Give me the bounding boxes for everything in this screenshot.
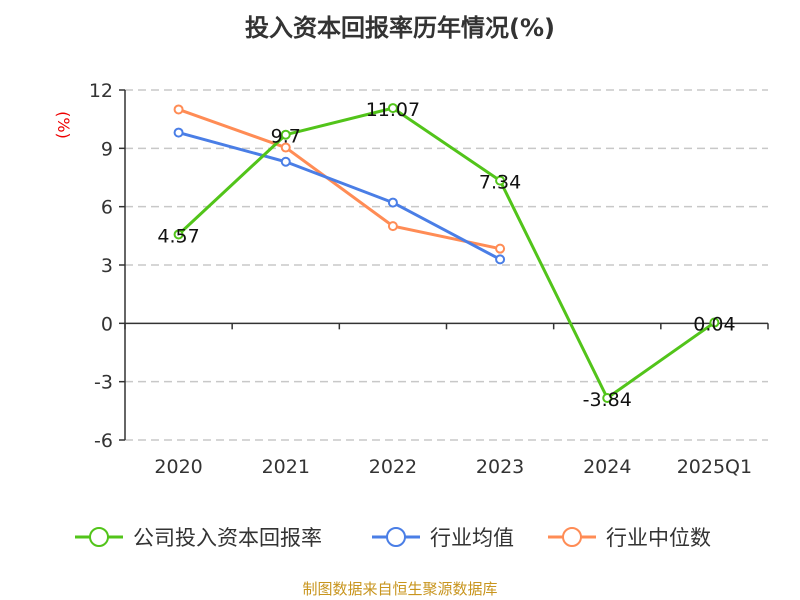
y-tick-label: 3 xyxy=(101,255,113,277)
data-label: -3.84 xyxy=(583,389,632,411)
y-axis-label: (%) xyxy=(54,111,73,139)
y-tick-label: 0 xyxy=(101,313,113,335)
legend-marker xyxy=(562,527,582,547)
data-label: 9.7 xyxy=(271,126,301,148)
series-line xyxy=(178,131,501,261)
y-tick-label: 12 xyxy=(89,80,113,102)
data-point xyxy=(280,129,291,140)
legend-marker xyxy=(89,527,109,547)
y-tick-label: -3 xyxy=(94,372,113,394)
data-point xyxy=(387,221,398,232)
y-tick-label: 6 xyxy=(101,197,113,219)
data-point xyxy=(387,197,398,208)
x-tick-label: 2022 xyxy=(369,456,417,478)
x-tick-label: 2025Q1 xyxy=(677,456,752,478)
x-tick-label: 2024 xyxy=(583,456,631,478)
data-point xyxy=(387,103,398,114)
data-label: 4.57 xyxy=(157,225,199,247)
legend-label: 公司投入资本回报率 xyxy=(133,526,322,550)
chart-title: 投入资本回报率历年情况(%) xyxy=(245,14,555,42)
data-point xyxy=(495,175,506,186)
x-tick-label: 2023 xyxy=(476,456,524,478)
x-tick-label: 2020 xyxy=(154,456,202,478)
data-label: 7.34 xyxy=(479,172,521,194)
data-point xyxy=(602,393,613,403)
x-tick-label: 2021 xyxy=(262,456,310,478)
data-point xyxy=(709,317,720,328)
data-point xyxy=(173,229,184,240)
series-line xyxy=(178,108,501,251)
data-label: 11.07 xyxy=(366,99,420,121)
legend-label: 行业均值 xyxy=(430,526,514,550)
data-point xyxy=(173,104,184,115)
data-point xyxy=(495,243,506,254)
data-label: 0.04 xyxy=(693,314,735,336)
y-tick-label: 9 xyxy=(101,138,113,160)
data-point xyxy=(495,254,506,265)
legend-label: 行业中位数 xyxy=(606,526,711,550)
data-point xyxy=(280,142,291,153)
source-note: 制图数据来自恒生聚源数据库 xyxy=(302,580,498,598)
data-point xyxy=(280,156,291,167)
series-line xyxy=(177,106,716,401)
data-point xyxy=(173,127,184,138)
y-tick-label: -6 xyxy=(94,430,113,452)
legend-marker xyxy=(386,527,406,547)
